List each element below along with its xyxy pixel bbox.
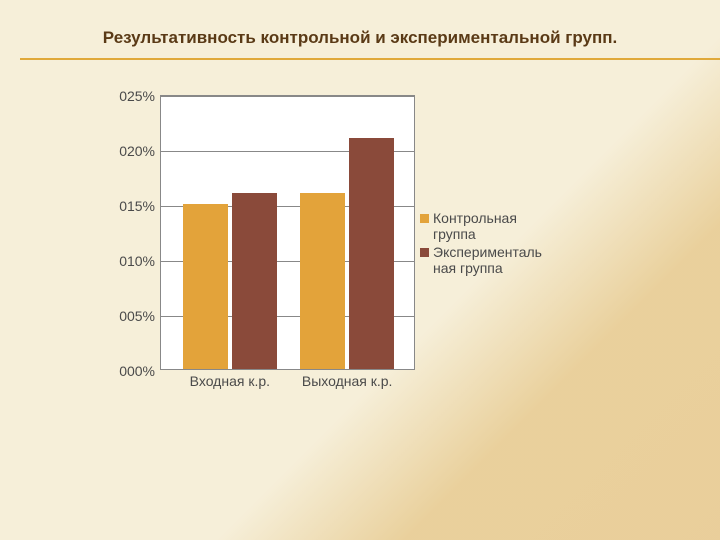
y-tick-label: 000% — [119, 363, 161, 379]
legend-swatch — [420, 214, 429, 223]
chart-title: Результативность контрольной и экспериме… — [0, 28, 720, 48]
bar — [349, 138, 394, 369]
bar — [232, 193, 277, 369]
y-tick-label: 020% — [119, 143, 161, 159]
x-tick-label: Входная к.р. — [190, 369, 270, 389]
chart-area: 000% 005% 010% 015% 020% 025% Входная к.р. Выхо… — [105, 85, 565, 405]
y-tick-label: 015% — [119, 198, 161, 214]
legend-label: Контрольная группа — [433, 210, 560, 242]
legend: Контрольная группаЭксперименталь ная гру… — [420, 210, 560, 278]
legend-swatch — [420, 248, 429, 257]
legend-item: Эксперименталь ная группа — [420, 244, 560, 276]
gridline — [161, 96, 414, 97]
bar — [183, 204, 228, 369]
x-tick-label: Выходная к.р. — [302, 369, 393, 389]
y-tick-label: 010% — [119, 253, 161, 269]
bar — [300, 193, 345, 369]
y-tick-label: 005% — [119, 308, 161, 324]
title-underline — [20, 58, 720, 60]
legend-item: Контрольная группа — [420, 210, 560, 242]
plot-area: 000%005%010%015%020%025%Входная к.р.Выхо… — [160, 95, 415, 370]
y-tick-label: 025% — [119, 88, 161, 104]
legend-label: Эксперименталь ная группа — [433, 244, 560, 276]
